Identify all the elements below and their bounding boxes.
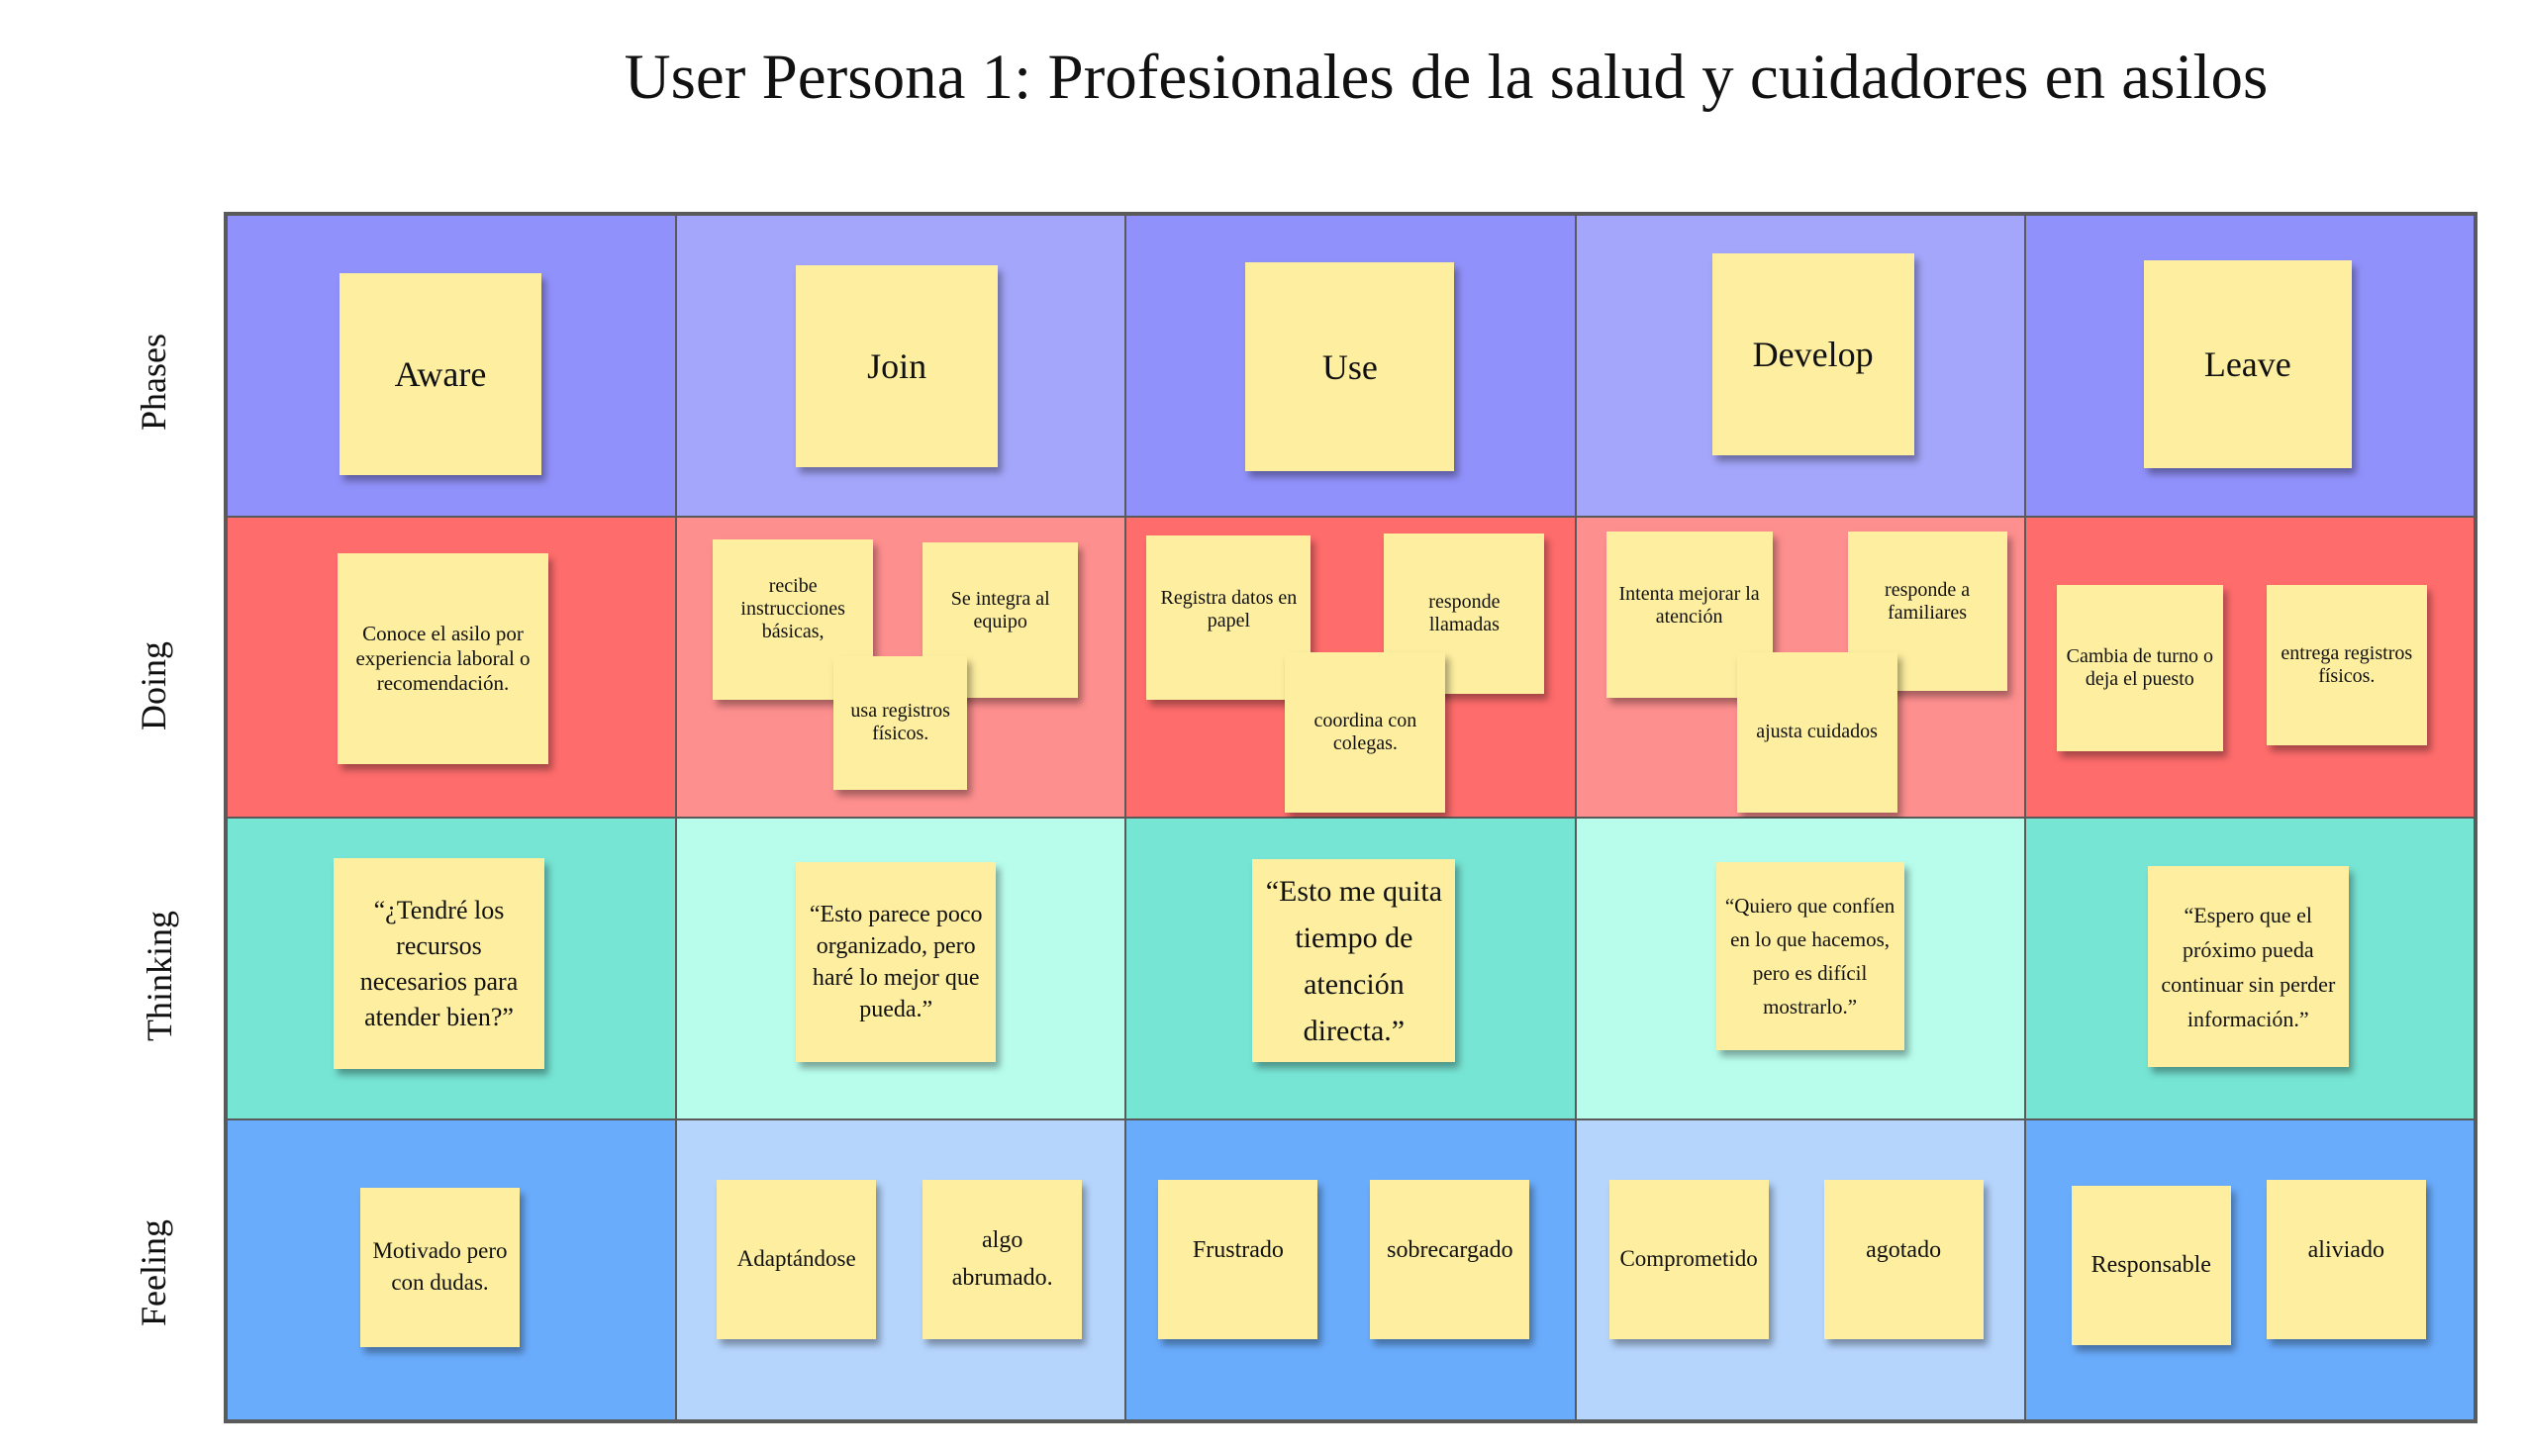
cell-phases-aware: Aware xyxy=(227,215,677,517)
page-title: User Persona 1: Profesionales de la salu… xyxy=(624,42,2269,113)
doing-note[interactable]: responde a familiares xyxy=(1847,531,2007,691)
cell-thinking-leave: “Espero que el próximo pueda continuar s… xyxy=(2024,818,2475,1119)
cell-doing-join: recibe instrucciones básicas, Se integra… xyxy=(676,516,1126,818)
cell-doing-aware: Conoce el asilo por experiencia laboral … xyxy=(227,516,677,818)
cell-thinking-develop: “Quiero que confíen en lo que hacemos, p… xyxy=(1575,818,2025,1119)
cell-phases-develop: Develop xyxy=(1575,215,2025,517)
cell-doing-use: Registra datos en papel responde llamada… xyxy=(1125,516,1576,818)
cell-thinking-use: “Esto me quita tiempo de atención direct… xyxy=(1125,818,1576,1119)
row-label-phases: Phases xyxy=(134,334,173,431)
cell-feeling-aware: Motivado pero con dudas. xyxy=(227,1118,677,1420)
phase-note-leave[interactable]: Leave xyxy=(2143,260,2352,468)
thinking-note[interactable]: “Quiero que confíen en lo que hacemos, p… xyxy=(1715,862,1904,1050)
cell-feeling-develop: Comprometido agotado xyxy=(1575,1118,2025,1420)
doing-note[interactable]: entrega registros físicos. xyxy=(2266,584,2427,745)
cell-feeling-leave: Responsable aliviado xyxy=(2024,1118,2475,1420)
row-label-thinking: Thinking xyxy=(140,911,179,1041)
doing-note[interactable]: Registra datos en papel xyxy=(1146,534,1312,700)
cell-doing-develop: Intenta mejorar la atención responde a f… xyxy=(1575,516,2025,818)
thinking-note[interactable]: “Espero que el próximo pueda continuar s… xyxy=(2147,866,2349,1067)
feeling-note[interactable]: Frustrado xyxy=(1158,1179,1318,1339)
cell-doing-leave: Cambia de turno o deja el puesto entrega… xyxy=(2024,516,2475,818)
doing-note[interactable]: Cambia de turno o deja el puesto xyxy=(2056,584,2223,751)
cell-phases-use: Use xyxy=(1125,215,1576,517)
thinking-note[interactable]: “Esto me quita tiempo de atención direct… xyxy=(1252,859,1456,1062)
doing-note[interactable]: Conoce el asilo por experiencia laboral … xyxy=(338,552,548,764)
doing-note[interactable]: usa registros físicos. xyxy=(833,655,968,790)
feeling-note[interactable]: Comprometido xyxy=(1608,1179,1769,1339)
cell-thinking-aware: “¿Tendré los recursos necesarios para at… xyxy=(227,818,677,1119)
feeling-note[interactable]: Adaptándose xyxy=(717,1179,877,1339)
row-label-doing: Doing xyxy=(134,641,173,730)
doing-note[interactable]: Intenta mejorar la atención xyxy=(1605,531,1773,698)
doing-note[interactable]: ajusta cuidados xyxy=(1736,651,1897,813)
cell-feeling-join: Adaptándose algo abrumado. xyxy=(676,1118,1126,1420)
feeling-note[interactable]: agotado xyxy=(1823,1179,1984,1339)
thinking-note[interactable]: “Esto parece poco organizado, pero haré … xyxy=(796,862,997,1062)
phase-note-use[interactable]: Use xyxy=(1245,262,1455,471)
feeling-note[interactable]: Motivado pero con dudas. xyxy=(360,1187,520,1347)
phase-note-develop[interactable]: Develop xyxy=(1711,253,1914,455)
row-label-feeling: Feeling xyxy=(133,1219,173,1326)
cell-feeling-use: Frustrado sobrecargado xyxy=(1125,1118,1576,1420)
feeling-note[interactable]: algo abrumado. xyxy=(923,1179,1083,1339)
cell-phases-leave: Leave xyxy=(2024,215,2475,517)
phase-note-aware[interactable]: Aware xyxy=(340,273,541,475)
feeling-note[interactable]: sobrecargado xyxy=(1370,1179,1530,1339)
cell-thinking-join: “Esto parece poco organizado, pero haré … xyxy=(676,818,1126,1119)
feeling-note[interactable]: Responsable xyxy=(2071,1185,2231,1345)
feeling-note[interactable]: aliviado xyxy=(2266,1179,2426,1339)
journey-map-grid: Aware Join Use Develop Leave Conoce el a… xyxy=(224,212,2477,1423)
thinking-note[interactable]: “¿Tendré los recursos necesarios para at… xyxy=(334,858,544,1069)
doing-note[interactable]: recibe instrucciones básicas, xyxy=(713,538,874,700)
doing-note[interactable]: coordina con colegas. xyxy=(1285,651,1446,813)
cell-phases-join: Join xyxy=(676,215,1126,517)
phase-note-join[interactable]: Join xyxy=(796,265,999,467)
